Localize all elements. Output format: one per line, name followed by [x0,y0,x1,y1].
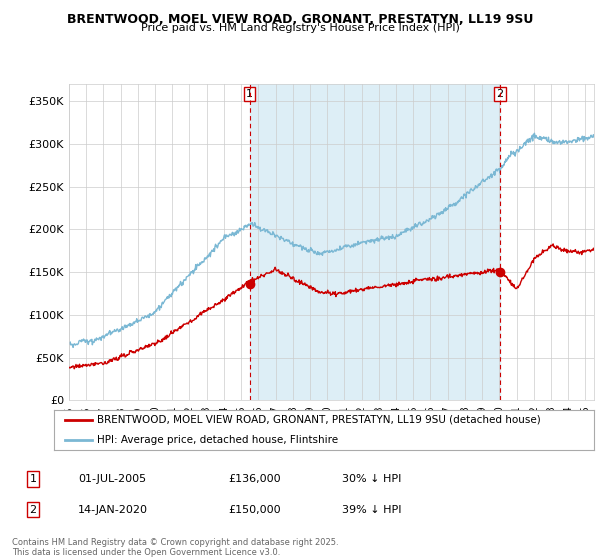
Text: 39% ↓ HPI: 39% ↓ HPI [342,505,401,515]
Bar [250,84,500,400]
Text: Price paid vs. HM Land Registry's House Price Index (HPI): Price paid vs. HM Land Registry's House … [140,23,460,33]
Text: HPI: Average price, detached house, Flintshire: HPI: Average price, detached house, Flin… [97,435,338,445]
Text: 14-JAN-2020: 14-JAN-2020 [78,505,148,515]
Text: Contains HM Land Registry data © Crown copyright and database right 2025.
This d: Contains HM Land Registry data © Crown c… [12,538,338,557]
Text: £150,000: £150,000 [228,505,281,515]
Text: 2: 2 [496,89,503,99]
Text: BRENTWOOD, MOEL VIEW ROAD, GRONANT, PRESTATYN, LL19 9SU (detached house): BRENTWOOD, MOEL VIEW ROAD, GRONANT, PRES… [97,415,541,425]
Text: BRENTWOOD, MOEL VIEW ROAD, GRONANT, PRESTATYN, LL19 9SU: BRENTWOOD, MOEL VIEW ROAD, GRONANT, PRES… [67,13,533,26]
Text: 1: 1 [246,89,253,99]
Text: 01-JUL-2005: 01-JUL-2005 [78,474,146,484]
Text: 30% ↓ HPI: 30% ↓ HPI [342,474,401,484]
Text: £136,000: £136,000 [228,474,281,484]
Text: 2: 2 [29,505,37,515]
Text: 1: 1 [29,474,37,484]
